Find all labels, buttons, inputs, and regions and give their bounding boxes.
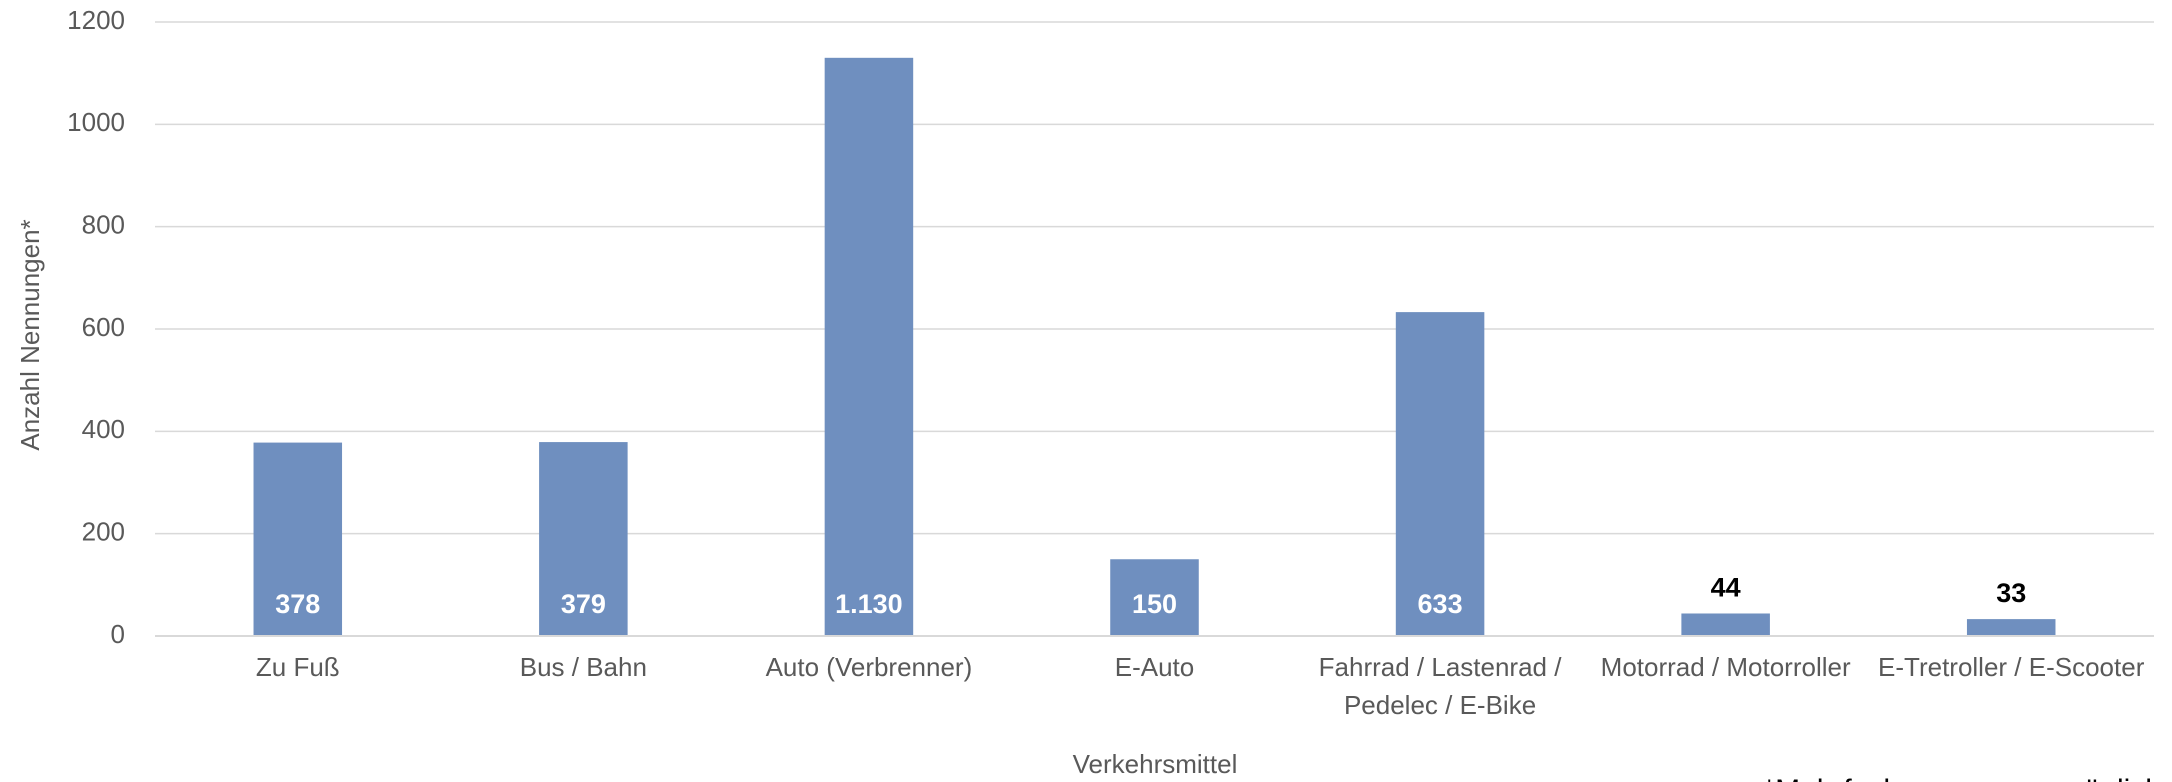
x-tick-label: Motorrad / Motorroller [1600, 652, 1851, 682]
bar [1966, 619, 2056, 636]
x-tick-label: Fahrrad / Lastenrad / Pedelec / E-Bike [1318, 652, 1562, 720]
y-axis-title: Anzahl Nennungen* [15, 219, 45, 450]
y-tick-label: 600 [82, 312, 125, 342]
y-tick-label: 200 [82, 517, 125, 547]
y-tick-label: 1000 [67, 107, 125, 137]
x-tick-label: E-Auto [1114, 652, 1195, 682]
y-tick-label: 0 [111, 619, 125, 649]
x-axis-title: Verkehrsmittel [1073, 749, 1238, 779]
bar [539, 442, 628, 636]
y-tick-label: 800 [82, 210, 125, 240]
data-label: 378 [275, 589, 320, 619]
data-label: 633 [1418, 589, 1463, 619]
bar [1681, 613, 1770, 636]
annotation: *Mehrfachnennungen möglich [1763, 774, 2162, 782]
x-tick-label: Auto (Verbrenner) [765, 652, 973, 682]
data-label: 1.130 [835, 589, 903, 619]
data-label: 379 [561, 589, 606, 619]
bar [253, 442, 343, 636]
bar [824, 57, 914, 637]
bar [1395, 312, 1485, 636]
data-label: 33 [1996, 578, 2026, 608]
y-tick-label: 1200 [67, 5, 125, 35]
x-tick-label: E-Tretroller / E-Scooter [1878, 652, 2145, 682]
bar [1110, 559, 1199, 636]
data-label: 150 [1132, 589, 1177, 619]
x-tick-label: Zu Fuß [255, 652, 340, 682]
x-tick-label: Bus / Bahn [519, 652, 647, 682]
data-label: 44 [1711, 573, 1741, 603]
y-tick-label: 400 [82, 414, 125, 444]
